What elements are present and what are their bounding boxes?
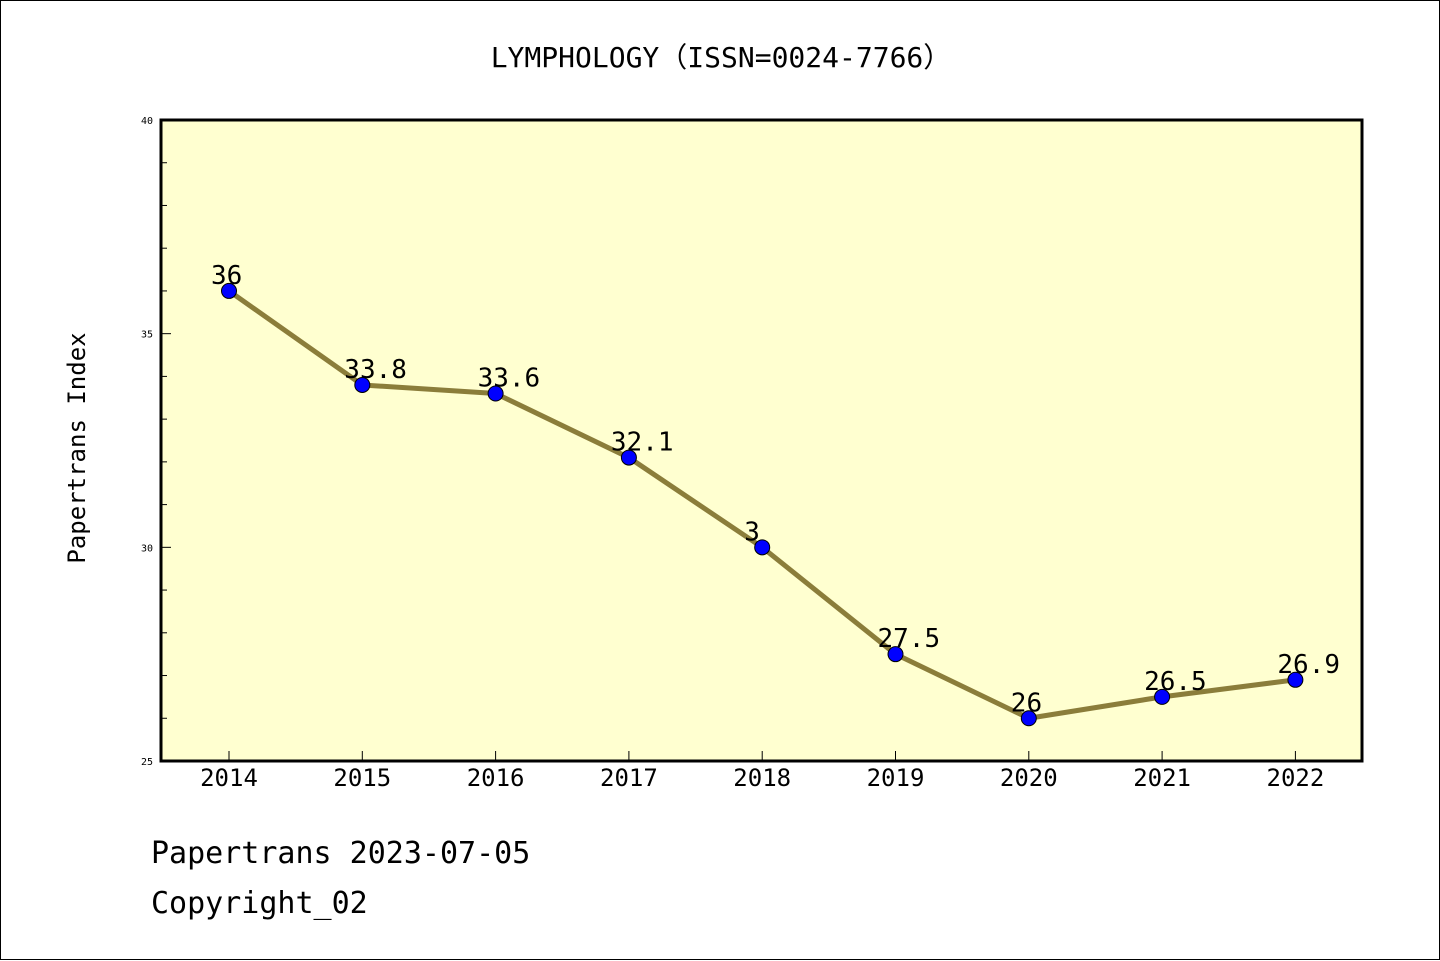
data-point xyxy=(754,539,771,556)
data-point xyxy=(487,385,504,402)
data-point xyxy=(887,646,904,663)
x-tick-label: 2017 xyxy=(600,764,658,792)
x-tick-label: 2015 xyxy=(333,764,391,792)
data-point xyxy=(1287,671,1304,688)
footer-copyright: Copyright_02 xyxy=(151,886,368,921)
data-point xyxy=(1154,688,1171,705)
data-label: 33.8 xyxy=(344,355,407,385)
y-tick-label: 40 xyxy=(141,116,153,127)
footer-date: Papertrans 2023-07-05 xyxy=(151,836,531,871)
data-label: 27.5 xyxy=(878,624,941,654)
x-tick-label: 2014 xyxy=(200,764,258,792)
data-label: 26.5 xyxy=(1144,667,1207,697)
data-label: 33.6 xyxy=(478,363,541,393)
data-label: 26 xyxy=(1011,688,1042,718)
data-label: 36 xyxy=(211,261,242,291)
y-tick-label: 25 xyxy=(141,757,153,768)
x-tick-label: 2016 xyxy=(467,764,525,792)
data-point xyxy=(1020,710,1037,727)
x-tick-label: 2020 xyxy=(1000,764,1058,792)
y-tick-label: 30 xyxy=(141,543,153,554)
x-axis: 2014 2015 2016 2017 2018 2019 2020 2021 2022 xyxy=(200,751,1324,792)
data-point xyxy=(620,449,637,466)
plot-area xyxy=(159,118,1364,763)
y-axis-title: Papertrans Index xyxy=(63,332,91,563)
chart-title: LYMPHOLOGY（ISSN=0024-7766） xyxy=(491,41,952,74)
y-tick-label: 35 xyxy=(141,330,153,341)
x-tick-label: 2018 xyxy=(733,764,791,792)
data-labels: 36 33.8 33.6 32.1 3 27.5 26 26.5 26.9 xyxy=(211,261,1340,718)
data-point xyxy=(354,376,371,393)
data-point xyxy=(221,282,237,299)
data-markers xyxy=(221,282,1304,727)
x-tick-label: 2019 xyxy=(867,764,925,792)
x-tick-label: 2021 xyxy=(1133,764,1191,792)
data-label: 26.9 xyxy=(1277,650,1340,680)
y-axis: 25 30 35 40 xyxy=(141,116,171,768)
data-label: 3 xyxy=(744,517,760,547)
data-label: 32.1 xyxy=(611,428,674,458)
x-tick-label: 2022 xyxy=(1267,764,1325,792)
